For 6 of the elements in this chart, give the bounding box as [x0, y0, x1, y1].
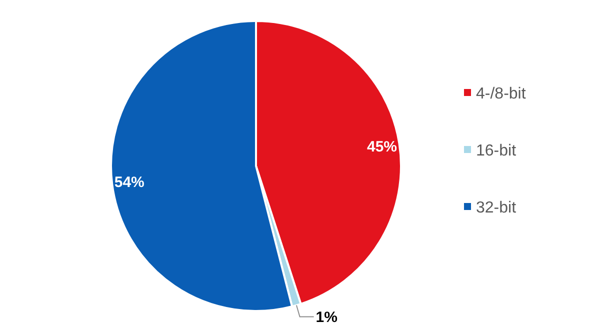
data-label: 1% [316, 309, 338, 326]
data-label: 54% [114, 174, 144, 192]
legend-label: 4-/8-bit [476, 86, 526, 103]
data-label: 45% [367, 138, 398, 156]
legend-label: 16-bit [476, 142, 517, 160]
legend-label: 32-bit [476, 200, 517, 217]
